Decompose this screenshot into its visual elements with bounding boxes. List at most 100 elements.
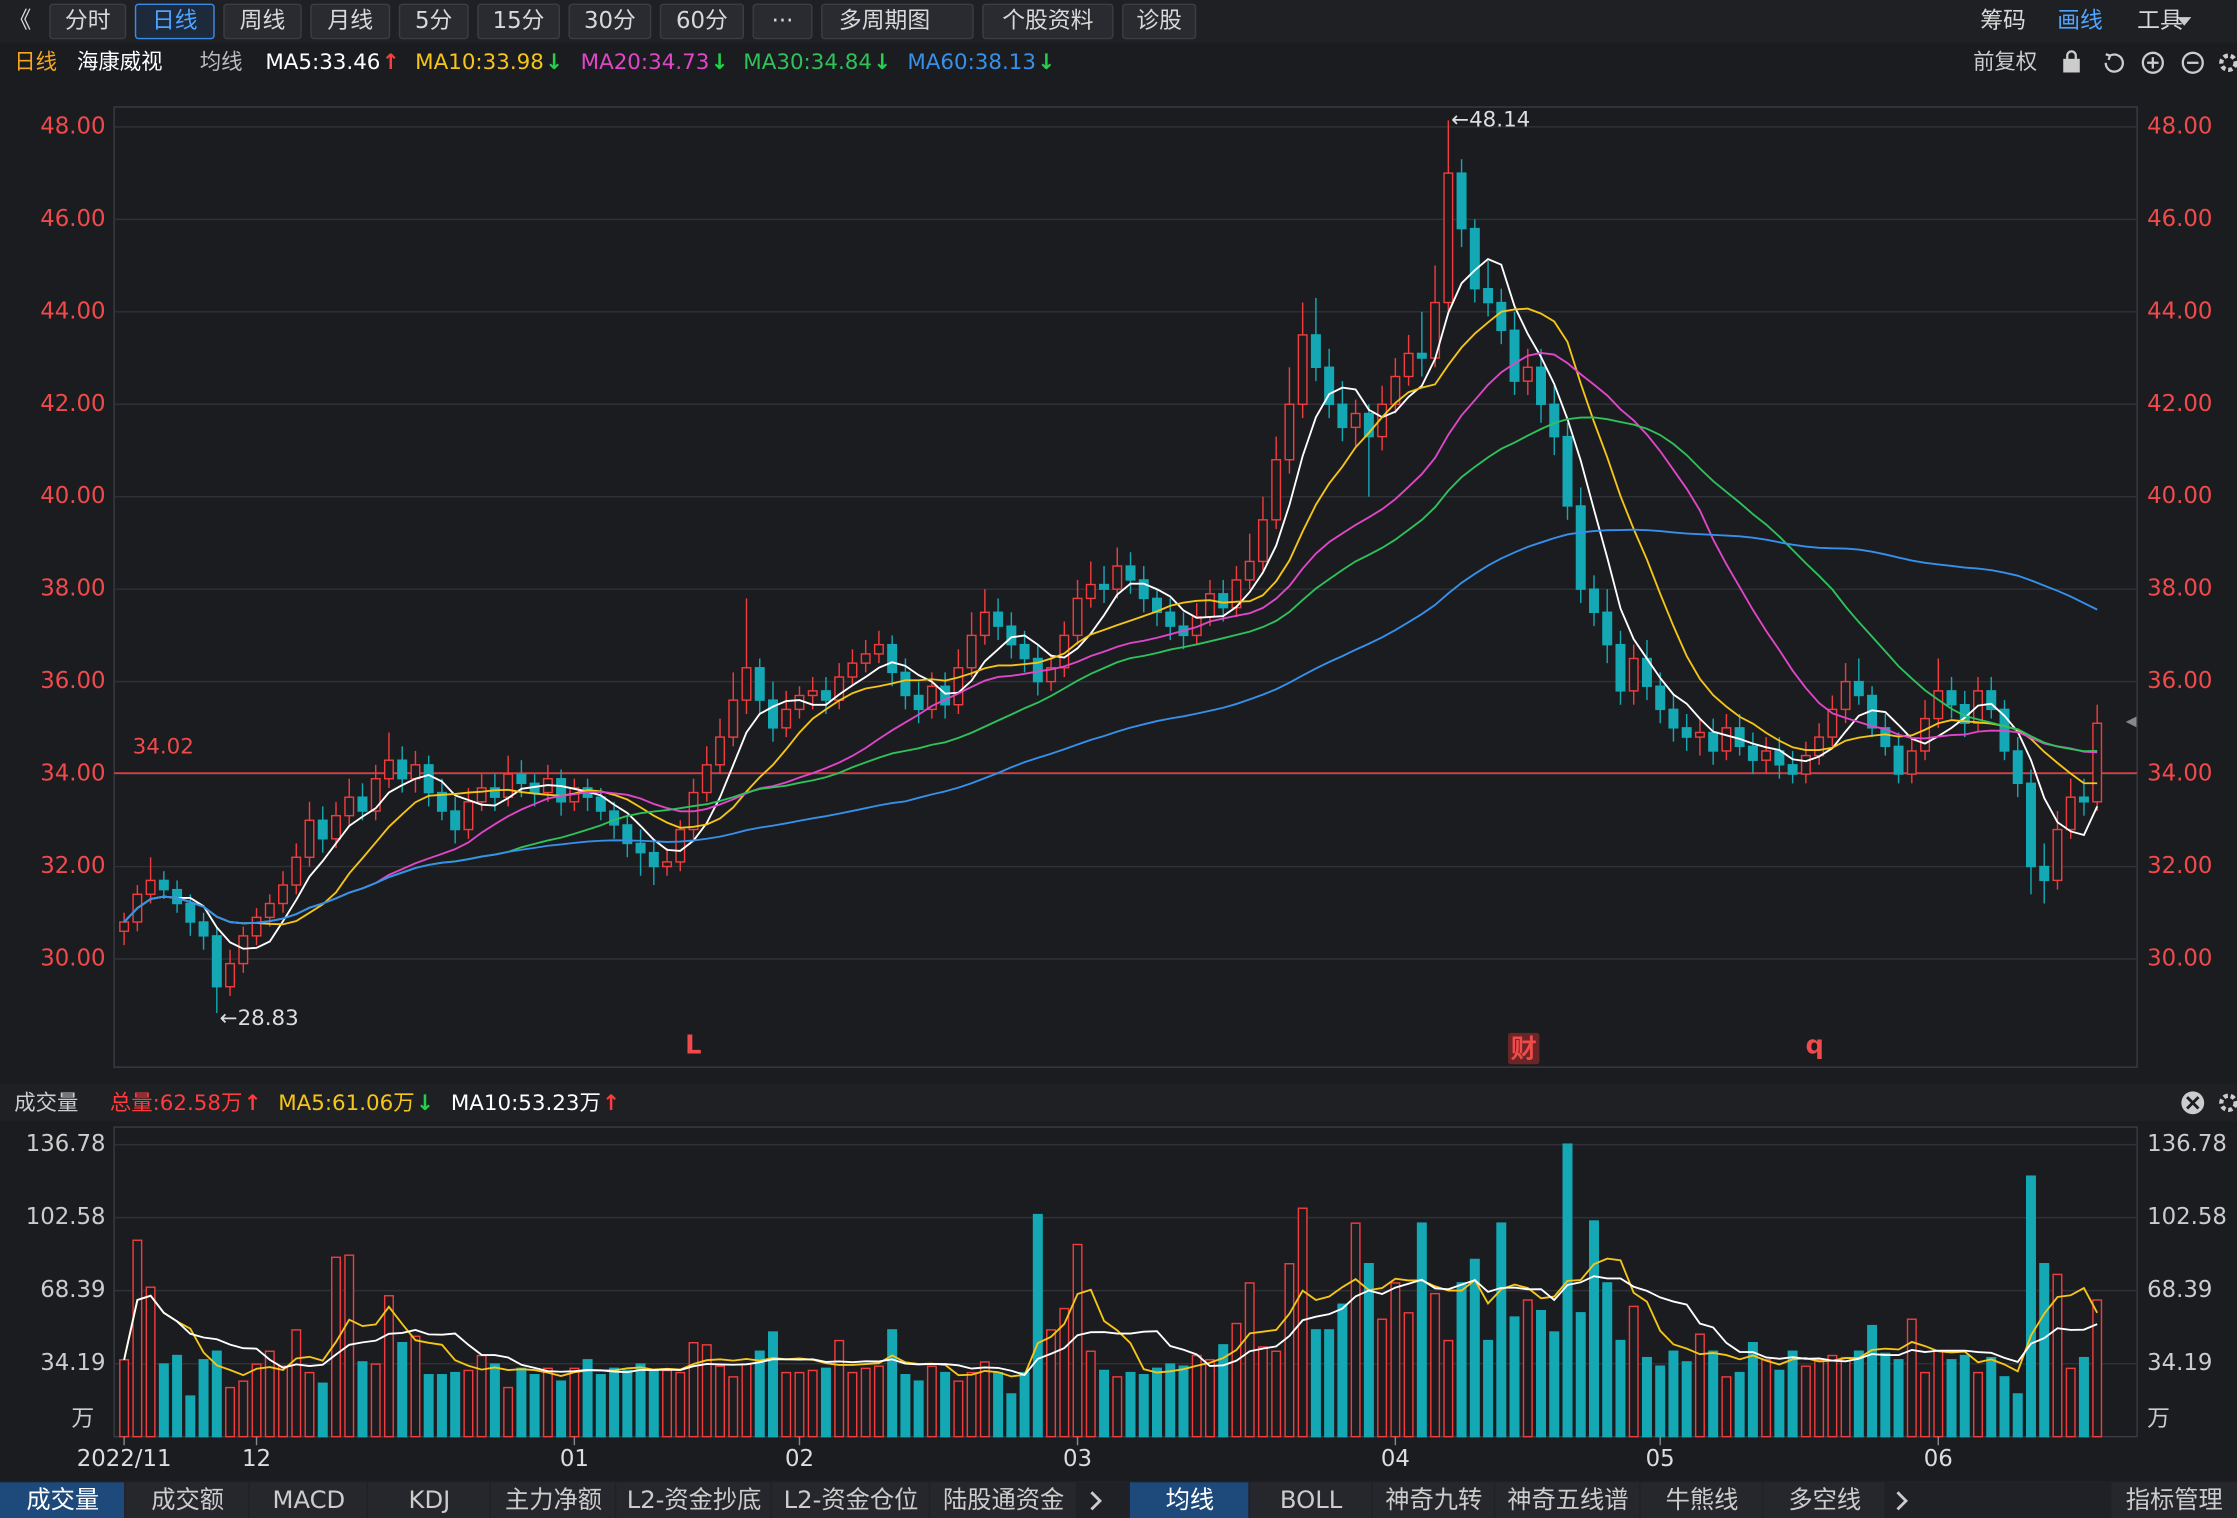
manage-button[interactable] xyxy=(2111,1482,2237,1518)
y-tick-label: 34.00 xyxy=(40,761,105,787)
candle-body xyxy=(278,884,289,905)
indicator-tab-label[interactable]: 陆股通资金 xyxy=(943,1485,1064,1514)
volume-bar xyxy=(1430,1292,1441,1438)
indicator-tab[interactable] xyxy=(616,1482,771,1518)
toolbar-button-label[interactable]: 诊股 xyxy=(1136,8,1182,34)
toolbar-button-label[interactable]: 个股资料 xyxy=(1002,8,1093,34)
toolbar-button[interactable] xyxy=(134,3,215,40)
toolbar-button-label[interactable]: 分时 xyxy=(65,8,111,34)
indicator-tab[interactable] xyxy=(930,1482,1076,1518)
y-tick-label: 44.00 xyxy=(40,298,105,324)
indicator-tab[interactable] xyxy=(490,1482,615,1518)
indicator-tab-label[interactable]: 神奇九转 xyxy=(1385,1485,1482,1514)
candle-body xyxy=(1668,708,1679,729)
indicator-tab[interactable] xyxy=(368,1482,490,1518)
indicator-tab[interactable] xyxy=(0,1482,125,1518)
event-marker[interactable]: q xyxy=(1806,1030,1824,1060)
toolbar-button[interactable] xyxy=(1122,3,1197,40)
y-tick-label-right: 102.58 xyxy=(2147,1204,2227,1230)
candle-body xyxy=(423,764,434,794)
toolbar-button-label[interactable]: ··· xyxy=(772,8,794,34)
toolbar-button[interactable] xyxy=(310,3,391,40)
settings-icon[interactable] xyxy=(2219,53,2237,73)
event-marker[interactable]: L xyxy=(685,1030,701,1060)
volume-bar xyxy=(569,1367,580,1438)
volume-bar xyxy=(1204,1359,1215,1438)
toolbar-button-label[interactable]: 月线 xyxy=(327,8,373,34)
tab-scroll[interactable] xyxy=(1090,1491,1102,1511)
event-marker[interactable]: 财 xyxy=(1511,1035,1537,1065)
zoom-in-icon[interactable] xyxy=(2141,51,2164,74)
indicator-tab-label[interactable]: 牛熊线 xyxy=(1666,1485,1739,1514)
indicator-tab[interactable] xyxy=(771,1482,929,1518)
volume-bar xyxy=(1933,1350,1944,1438)
toolbar-button-label[interactable]: 15分 xyxy=(493,8,545,34)
toolbar-button[interactable] xyxy=(821,3,974,40)
indicator-tab-label[interactable]: 神奇五线谱 xyxy=(1507,1485,1628,1514)
toolbar-button-label[interactable]: 60分 xyxy=(676,8,728,34)
volume-bar xyxy=(238,1380,249,1438)
indicator-tab[interactable] xyxy=(1640,1482,1762,1518)
volume-bar xyxy=(145,1286,156,1438)
toolbar-button[interactable] xyxy=(223,3,302,40)
volume-bar xyxy=(1734,1371,1745,1438)
volume-bar xyxy=(1641,1356,1652,1438)
indicator-tab-label[interactable]: 主力净额 xyxy=(505,1485,602,1514)
indicator-tab-label[interactable]: L2-资金抄底 xyxy=(627,1485,762,1514)
toolbar-button[interactable] xyxy=(477,3,560,40)
toolbar-right-button[interactable]: 工具 xyxy=(2137,8,2183,34)
indicator-tab[interactable] xyxy=(1249,1482,1372,1518)
indicator-tab[interactable] xyxy=(1495,1482,1640,1518)
settings-icon[interactable] xyxy=(2219,1093,2237,1113)
indicator-tab[interactable] xyxy=(125,1482,249,1518)
candle-body xyxy=(1072,597,1083,637)
toolbar-button[interactable] xyxy=(659,3,745,40)
indicator-tab[interactable] xyxy=(249,1482,367,1518)
toolbar-button-label[interactable]: 5分 xyxy=(415,8,452,34)
manage-label[interactable]: 指标管理 xyxy=(2126,1485,2223,1514)
indicator-tab-label[interactable]: 多空线 xyxy=(1788,1485,1861,1514)
indicator-tab-label[interactable]: KDJ xyxy=(409,1485,451,1514)
lock-icon[interactable] xyxy=(2063,58,2080,73)
indicator-tab-label[interactable]: 成交量 xyxy=(26,1485,99,1514)
indicator-tab-label[interactable]: L2-资金仓位 xyxy=(784,1485,919,1514)
period-label: 日线 xyxy=(14,50,57,75)
candle-body xyxy=(1853,680,1864,697)
toolbar-button-label[interactable]: 30分 xyxy=(584,8,636,34)
indicator-tab-label[interactable]: BOLL xyxy=(1280,1485,1343,1514)
indicator-tab-label[interactable]: 成交额 xyxy=(151,1485,224,1514)
toolbar-button-label[interactable]: 日线 xyxy=(152,8,198,34)
toolbar-button[interactable] xyxy=(752,3,813,40)
legend-label: MA20:34.73 xyxy=(581,50,710,75)
undo-icon[interactable] xyxy=(2104,53,2124,73)
max-label: ←48.14 xyxy=(1451,107,1530,132)
indicator-tab[interactable] xyxy=(1372,1482,1494,1518)
volume-bar xyxy=(397,1342,408,1438)
volume-bar xyxy=(1681,1361,1692,1438)
indicator-tab[interactable] xyxy=(1129,1482,1249,1518)
legend-label: MA10:33.98 xyxy=(415,50,544,75)
toolbar-right-button[interactable]: 画线 xyxy=(2057,8,2103,34)
toolbar-button[interactable] xyxy=(568,3,652,40)
indicator-tab-label[interactable]: MACD xyxy=(273,1485,346,1514)
back-button[interactable]: 《 xyxy=(9,8,32,34)
candle-body xyxy=(1204,593,1215,618)
candle-body xyxy=(172,888,183,905)
candle-body xyxy=(979,611,990,637)
candle-body xyxy=(675,828,686,863)
toolbar-right-button[interactable]: 筹码 xyxy=(1980,8,2026,34)
zoom-out-icon[interactable] xyxy=(2181,51,2204,74)
toolbar-button-label[interactable]: 周线 xyxy=(240,8,286,34)
tab-scroll[interactable] xyxy=(1896,1491,1909,1511)
candle-body xyxy=(344,796,355,817)
indicator-tab[interactable] xyxy=(1763,1482,1885,1518)
close-icon[interactable] xyxy=(2181,1091,2205,1115)
toolbar-button[interactable] xyxy=(398,3,469,40)
toolbar-button-label[interactable]: 多周期图 xyxy=(839,8,930,34)
indicator-tab-label[interactable]: 均线 xyxy=(1166,1485,1215,1514)
toolbar-button[interactable] xyxy=(49,3,127,40)
adjust-label[interactable]: 前复权 xyxy=(1973,50,2037,75)
toolbar-button[interactable] xyxy=(982,3,1114,40)
